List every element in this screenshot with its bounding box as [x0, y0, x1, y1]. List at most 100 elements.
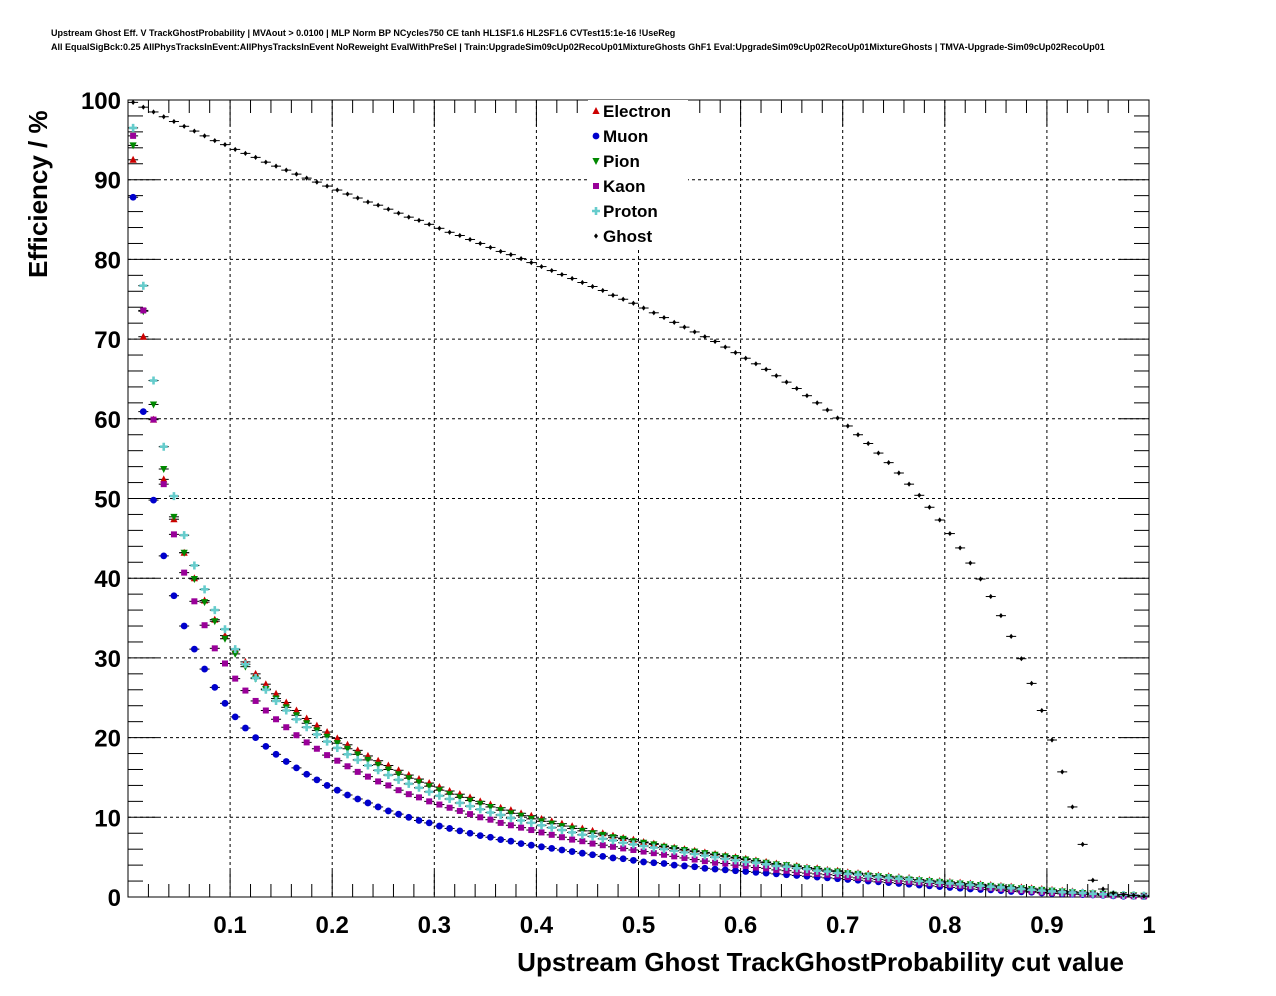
kaon-point: [548, 831, 555, 838]
ghost-point: [1131, 892, 1136, 899]
kaon-point: [589, 840, 596, 847]
muon-point: [507, 837, 515, 845]
ghost-point: [784, 379, 789, 385]
ghost-point: [141, 104, 146, 110]
muon-point: [303, 770, 311, 778]
legend-label-proton: Proton: [603, 202, 658, 221]
proton-point: [1099, 890, 1108, 899]
proton-point: [210, 606, 219, 615]
muon-point: [681, 862, 688, 870]
ghost-point: [1111, 890, 1116, 896]
muon-point: [721, 866, 729, 874]
ghost-point: [1009, 633, 1014, 639]
muon-point: [201, 665, 208, 673]
ghost-point: [263, 159, 268, 165]
kaon-point: [293, 732, 300, 739]
kaon-point: [160, 481, 167, 488]
ghost-point: [856, 432, 861, 438]
ghost-point: [416, 217, 421, 223]
pion-point: [456, 794, 464, 802]
ghost-point: [1029, 680, 1034, 687]
kaon-point: [579, 838, 586, 845]
muon-point: [231, 713, 239, 721]
legend-label-kaon: Kaon: [603, 177, 646, 196]
ghost-point: [845, 423, 850, 429]
proton-point: [660, 845, 669, 854]
ghost-point: [202, 133, 207, 139]
pion-point: [497, 807, 505, 815]
ghost-point: [182, 123, 187, 129]
kaon-point: [538, 829, 545, 836]
kaon-point: [671, 853, 678, 860]
ghost-point: [998, 613, 1003, 619]
kaon-point: [752, 864, 759, 871]
ghost-point: [958, 545, 963, 551]
muon-point: [670, 861, 678, 869]
proton-point: [241, 660, 250, 669]
ghost-point: [927, 504, 932, 510]
ghost-point: [947, 530, 952, 537]
muon-point: [762, 869, 770, 877]
legend-label-electron: Electron: [603, 102, 671, 121]
pion-point: [466, 797, 474, 805]
ghost-point: [335, 187, 340, 193]
kaon-point: [518, 824, 525, 831]
legend-marker-pion: [592, 158, 600, 165]
proton-point: [190, 561, 199, 570]
pion-point: [364, 756, 372, 764]
ghost-point: [437, 225, 442, 231]
proton-point: [680, 848, 689, 857]
proton-point: [802, 865, 811, 874]
muon-point: [415, 817, 423, 824]
kaon-point: [599, 842, 606, 849]
proton-point: [639, 841, 648, 850]
ghost-point: [723, 344, 728, 350]
proton-point: [751, 858, 760, 867]
kaon-point: [446, 804, 453, 811]
muon-point: [711, 865, 719, 873]
pion-point: [323, 733, 331, 741]
kaon-point: [722, 860, 729, 867]
ghost-point: [580, 279, 585, 286]
legend-label-pion: Pion: [603, 152, 640, 171]
muon-point: [436, 822, 443, 830]
proton-point: [864, 872, 873, 881]
kaon-point: [211, 645, 218, 652]
proton-point: [506, 814, 515, 823]
y-tick-label: 80: [94, 247, 121, 274]
kaon-point: [487, 816, 494, 823]
ghost-point: [876, 450, 881, 456]
kaon-point: [558, 834, 565, 841]
pion-point: [435, 787, 444, 795]
proton-point: [905, 875, 914, 884]
muon-point: [629, 856, 637, 864]
ghost-point: [243, 150, 248, 156]
x-tick-label: 0.5: [622, 912, 655, 939]
proton-point: [915, 877, 924, 886]
muon-point: [160, 552, 168, 560]
proton-point: [925, 877, 934, 886]
proton-point: [374, 766, 383, 775]
muon-point: [313, 776, 321, 784]
proton-point: [813, 866, 822, 875]
muon-point: [190, 645, 198, 653]
ghost-point: [1090, 877, 1095, 883]
chart-title-line-2: All EqualSigBck:0.25 AllPhysTracksInEven…: [51, 42, 1105, 52]
proton-point: [1058, 888, 1067, 897]
y-tick-label: 60: [94, 407, 121, 434]
y-tick-label: 90: [94, 168, 121, 195]
proton-point: [629, 840, 638, 849]
ghost-point: [488, 244, 493, 251]
muon-point: [221, 699, 229, 707]
ghost-point: [917, 492, 922, 498]
y-tick-label: 100: [81, 88, 121, 115]
pion-point: [211, 618, 219, 626]
pion-point: [180, 549, 188, 557]
axis-ticks: [128, 99, 1150, 898]
muon-point: [129, 193, 137, 201]
proton-point: [312, 730, 321, 739]
x-tick-label: 0.7: [826, 912, 859, 939]
proton-point: [1048, 887, 1057, 896]
muon-point: [466, 829, 474, 837]
proton-point: [792, 864, 801, 873]
